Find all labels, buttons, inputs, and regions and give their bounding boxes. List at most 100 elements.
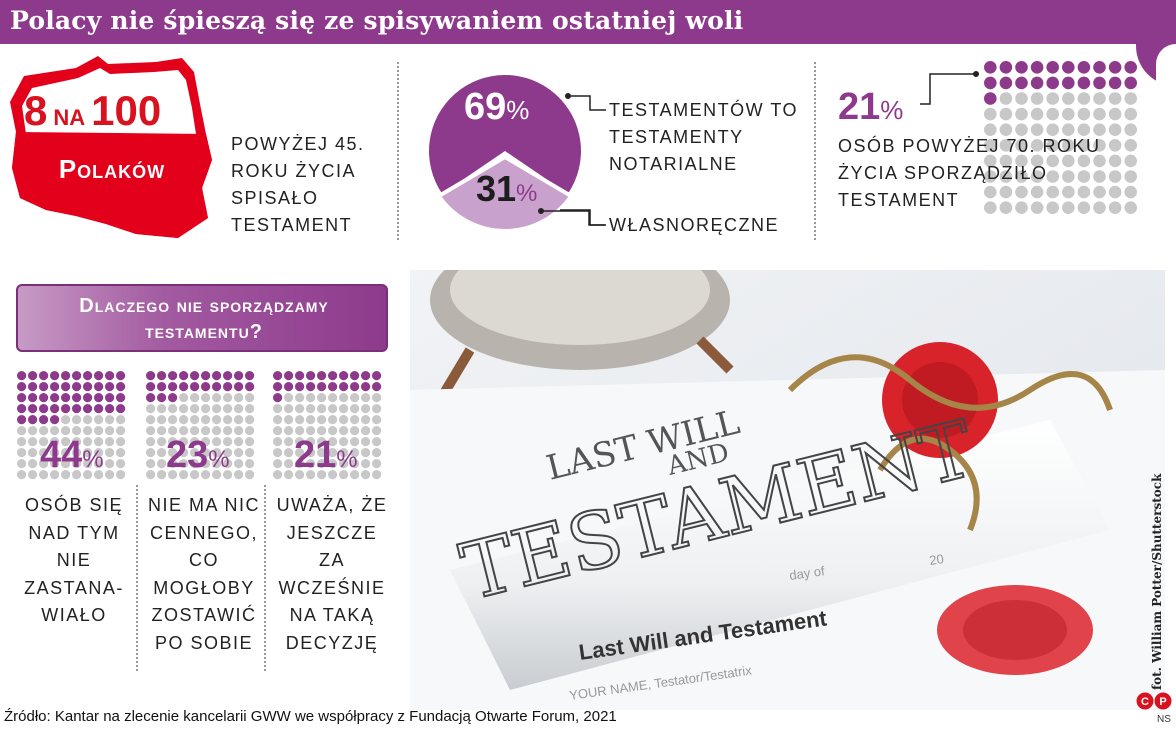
reason-2-dot xyxy=(157,459,167,469)
reason-2-dot xyxy=(212,459,222,469)
reason-1-dot xyxy=(83,426,93,436)
reason-3-dot xyxy=(317,459,327,469)
reason-1-dot xyxy=(17,459,27,469)
reason-1-dot xyxy=(28,470,38,480)
seniors-dot xyxy=(1093,123,1106,136)
reason-1-dot xyxy=(116,393,126,403)
reason-1-dot xyxy=(72,415,82,425)
seniors-dot xyxy=(1062,123,1075,136)
reason-1-dot xyxy=(83,437,93,447)
reason-1-dot xyxy=(94,459,104,469)
reason-2-dot xyxy=(201,470,211,480)
reason-2-dot xyxy=(245,448,255,458)
svg-text:20: 20 xyxy=(928,551,944,568)
reason-2-dot xyxy=(157,382,167,392)
reason-1-dot xyxy=(61,426,71,436)
reason-2-dot xyxy=(179,459,189,469)
reason-3-dot xyxy=(284,470,294,480)
seniors-dot xyxy=(1077,92,1091,105)
seniors-dot xyxy=(1124,92,1137,105)
seniors-dot xyxy=(1108,170,1122,183)
reason-3-dot xyxy=(339,437,349,447)
reason-1-dot xyxy=(39,404,49,414)
reason-1-dot xyxy=(116,404,126,414)
reason-3-dot xyxy=(361,415,371,425)
seniors-dot xyxy=(1124,123,1137,136)
reason-2-percent: 23% xyxy=(166,434,230,476)
reason-1-dot xyxy=(39,470,49,480)
reason-2-dot xyxy=(146,371,156,381)
notarial-caption: testamentów to testamenty notarialne xyxy=(609,100,799,174)
reason-1-dot xyxy=(72,437,82,447)
seniors-dot xyxy=(984,107,997,121)
reason-3-dot xyxy=(372,437,382,447)
reason-3-dot xyxy=(273,437,283,447)
notarial-percent: 69% xyxy=(464,86,530,128)
reason-3-dot xyxy=(273,470,283,480)
reason-2-dot xyxy=(223,459,233,469)
reason-1-dot xyxy=(50,415,60,425)
seniors-dot xyxy=(1030,76,1044,90)
reason-2-dot xyxy=(168,426,178,436)
testament-type-donut xyxy=(429,75,581,233)
reason-2-dot xyxy=(190,448,200,458)
reason-2-dot xyxy=(212,426,222,436)
reason-2-dot xyxy=(157,437,167,447)
reason-2-dot xyxy=(146,415,156,425)
reason-3-dot xyxy=(328,459,338,469)
reason-2-dot xyxy=(212,470,222,480)
reason-2-dot xyxy=(146,382,156,392)
reason-2-dot xyxy=(245,382,255,392)
reason-1-dot xyxy=(83,459,93,469)
reason-1-dot xyxy=(17,470,27,480)
reason-2-dot xyxy=(179,448,189,458)
seniors-dot xyxy=(1030,154,1044,168)
reason-3-dot xyxy=(350,470,360,480)
reason-3-dot xyxy=(339,426,349,436)
reason-3-dot xyxy=(317,382,327,392)
reason-3-dot xyxy=(273,371,283,381)
reason-2-dot xyxy=(223,470,233,480)
reason-1-dot xyxy=(94,371,104,381)
seniors-dot xyxy=(1093,92,1106,105)
reason-3-dot xyxy=(339,448,349,458)
reason-3-dot xyxy=(339,393,349,403)
seniors-dot xyxy=(1062,76,1075,90)
reason-2-dot xyxy=(146,459,156,469)
reason-1-dot xyxy=(72,448,82,458)
seniors-dot xyxy=(984,76,997,90)
seniors-dot xyxy=(1108,185,1122,199)
reason-2-dot xyxy=(234,459,244,469)
cp-logo-icon: C P xyxy=(1136,692,1172,710)
reason-2-dot xyxy=(157,371,167,381)
donut-slice-notarial xyxy=(429,75,581,194)
reason-3-dot xyxy=(361,470,371,480)
handwritten-caption: własnoręczne xyxy=(609,215,780,235)
testament-photo: LAST WILL AND TESTAMENT Last Will and Te… xyxy=(410,270,1165,710)
seniors-dot xyxy=(1093,76,1106,90)
reason-dot-grid-2 xyxy=(146,371,255,480)
reason-3-dot xyxy=(284,437,294,447)
seniors-dot xyxy=(1030,123,1044,136)
svg-text:C: C xyxy=(1141,696,1149,708)
seniors-dot xyxy=(999,185,1013,199)
reason-3-dot xyxy=(317,426,327,436)
seniors-leader-line xyxy=(920,71,979,105)
seniors-dot xyxy=(1077,76,1091,90)
reason-3-dot xyxy=(350,437,360,447)
reason-1-dot xyxy=(105,371,115,381)
poland-map-shape xyxy=(10,56,212,238)
seniors-dot xyxy=(1062,185,1075,199)
reason-3-dot xyxy=(284,426,294,436)
reason-2-dot xyxy=(201,426,211,436)
reason-3-dot xyxy=(284,415,294,425)
reason-1-dot xyxy=(39,415,49,425)
reason-3-dot xyxy=(361,437,371,447)
reason-3-dot xyxy=(273,448,283,458)
seniors-dot xyxy=(1108,61,1122,74)
reason-3-dot xyxy=(328,448,338,458)
reason-3-dot xyxy=(372,415,382,425)
seniors-dot xyxy=(1046,92,1059,105)
reason-2-dot xyxy=(146,404,156,414)
seniors-dot xyxy=(984,61,997,74)
